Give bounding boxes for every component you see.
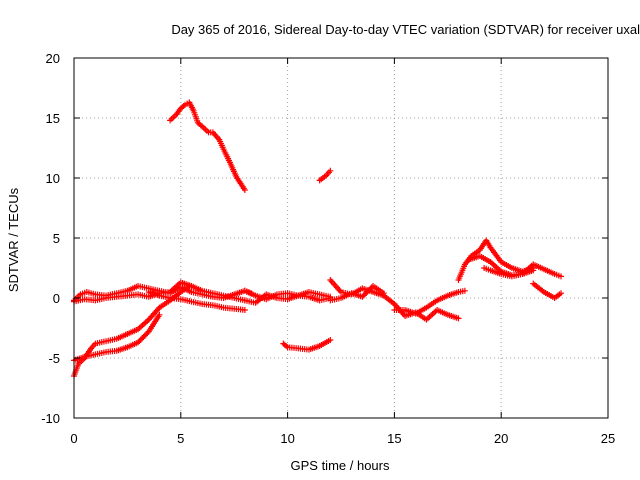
data-point	[360, 292, 367, 299]
series-arc-5	[71, 311, 163, 364]
y-tick-label: -10	[41, 411, 60, 426]
series-arc-2	[71, 279, 248, 305]
data-point	[362, 291, 369, 298]
series-arc-7	[316, 167, 334, 184]
ticks: 0 5 10 15 20 25 -10 -5 0 5 10 15 20	[41, 51, 615, 446]
data-point	[140, 334, 147, 340]
data-point	[141, 332, 148, 339]
data-point	[135, 339, 142, 346]
data-point	[327, 167, 334, 174]
data-point	[366, 287, 373, 294]
x-tick-label: 20	[494, 431, 508, 446]
series-arc-11	[327, 277, 398, 307]
x-tick-label: 5	[177, 431, 184, 446]
x-axis-label: GPS time / hours	[291, 458, 390, 473]
y-tick-label: 0	[53, 291, 60, 306]
data-point	[136, 338, 143, 345]
series-arc-6	[167, 99, 248, 193]
chart-title: Day 365 of 2016, Sidereal Day-to-day VTE…	[171, 22, 640, 37]
data-point	[359, 293, 366, 300]
data-point	[156, 311, 163, 318]
series-arc-14	[391, 287, 468, 317]
data-point	[367, 285, 374, 292]
series-arc-10	[241, 291, 334, 306]
y-tick-label: 10	[46, 171, 60, 186]
x-tick-label: 25	[601, 431, 615, 446]
data-point	[241, 187, 248, 193]
data-point	[530, 267, 537, 274]
data-point	[363, 289, 370, 296]
y-axis-label: SDTVAR / TECUs	[6, 187, 21, 292]
data-point	[241, 307, 248, 313]
data-point	[364, 288, 371, 295]
series-arc-12	[327, 283, 387, 304]
x-tick-label: 10	[280, 431, 294, 446]
data-point	[139, 335, 146, 342]
data-point	[143, 331, 150, 338]
data-point	[558, 273, 565, 280]
data-point	[327, 337, 334, 343]
data-point	[461, 287, 468, 294]
series-arc-8	[280, 337, 334, 353]
data-points	[71, 99, 565, 379]
y-tick-label: 15	[46, 111, 60, 126]
data-point	[144, 329, 151, 336]
y-tick-label: 20	[46, 51, 60, 66]
series-arc-4	[71, 283, 193, 379]
data-point	[455, 315, 462, 322]
grid	[74, 58, 608, 418]
series-arc-17	[481, 261, 565, 280]
x-tick-label: 15	[387, 431, 401, 446]
data-point	[558, 290, 565, 297]
y-tick-label: -5	[48, 351, 60, 366]
data-point	[186, 283, 193, 289]
series-arc-13	[391, 301, 462, 323]
data-point	[137, 336, 144, 343]
y-tick-label: 5	[53, 231, 60, 246]
series-arc-18	[530, 280, 565, 301]
x-tick-label: 0	[70, 431, 77, 446]
data-point	[380, 290, 387, 297]
